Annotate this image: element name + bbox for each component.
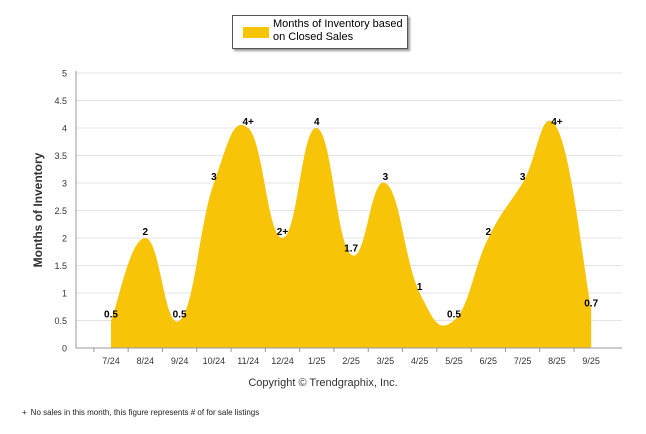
y-tick-label: 5 xyxy=(62,69,67,79)
axes xyxy=(75,71,622,349)
x-tick-label: 11/24 xyxy=(237,356,259,366)
y-tick-label: 3.5 xyxy=(54,151,67,161)
data-area-layer xyxy=(111,120,592,348)
x-tick-label: 8/25 xyxy=(548,356,566,366)
x-tick-label: 12/24 xyxy=(271,356,294,366)
data-label: 3 xyxy=(383,172,389,183)
footnote-text: No sales in this month, this figure repr… xyxy=(30,408,260,417)
x-tick-label: 4/25 xyxy=(411,356,429,366)
y-axis-title: Months of Inventory xyxy=(31,152,45,267)
data-labels: 0.5 2 0.5 3 4+ 2+ 4 1.7 3 1 0.5 2 3 4+ 0.7 xyxy=(104,117,599,321)
x-tick-label: 9/25 xyxy=(582,356,600,366)
data-label: 3 xyxy=(520,172,526,183)
x-tick-label: 7/25 xyxy=(514,356,532,366)
data-label: 1.7 xyxy=(344,244,358,255)
y-tick-labels: 0 0.5 1 1.5 2 2.5 3 3.5 4 4.5 5 xyxy=(54,69,67,354)
data-label: 0.5 xyxy=(447,310,461,321)
footnote: + No sales in this month, this figure rep… xyxy=(22,408,259,417)
y-tick-label: 0.5 xyxy=(54,316,67,326)
footnote-mark: + xyxy=(22,408,27,417)
series-area xyxy=(111,120,592,348)
legend: Months of Inventory based on Closed Sale… xyxy=(232,15,408,49)
data-label: 2 xyxy=(143,227,149,238)
legend-label: Months of Inventory based on Closed Sale… xyxy=(273,18,403,43)
x-tick-label: 5/25 xyxy=(445,356,463,366)
x-tick-label: 2/25 xyxy=(342,356,360,366)
data-label: 0.5 xyxy=(104,310,118,321)
y-tick-label: 1.5 xyxy=(54,261,67,271)
y-tick-label: 1 xyxy=(62,289,67,299)
y-tick-label: 0 xyxy=(62,344,67,354)
data-label: 1 xyxy=(417,282,423,293)
data-label: 2+ xyxy=(277,227,289,238)
x-tick-label: 10/24 xyxy=(203,356,226,366)
x-tick-label: 1/25 xyxy=(308,356,326,366)
data-label: 3 xyxy=(211,172,217,183)
data-label: 4 xyxy=(314,117,320,128)
y-tick-label: 2 xyxy=(62,234,67,244)
y-tick-label: 4 xyxy=(62,124,67,134)
data-label: 2 xyxy=(486,227,492,238)
data-label: 4+ xyxy=(551,117,563,128)
x-tick-label: 9/24 xyxy=(171,356,189,366)
data-label: 0.7 xyxy=(584,299,598,310)
copyright-text: Copyright © Trendgraphix, Inc. xyxy=(248,377,398,389)
x-tick-label: 8/24 xyxy=(137,356,155,366)
legend-swatch xyxy=(243,27,269,38)
y-tick-label: 3 xyxy=(62,179,67,189)
x-tick-label: 7/24 xyxy=(102,356,120,366)
data-label: 4+ xyxy=(242,117,254,128)
gridlines xyxy=(76,72,622,321)
x-tick-labels: 7/24 8/24 9/24 10/24 11/24 12/24 1/25 2/25 3/25 4… xyxy=(93,348,600,366)
x-tick-label: 3/25 xyxy=(377,356,395,366)
y-tick-label: 2.5 xyxy=(54,206,67,216)
data-label: 0.5 xyxy=(173,310,187,321)
x-tick-label: 6/25 xyxy=(480,356,498,366)
y-tick-label: 4.5 xyxy=(54,96,67,106)
